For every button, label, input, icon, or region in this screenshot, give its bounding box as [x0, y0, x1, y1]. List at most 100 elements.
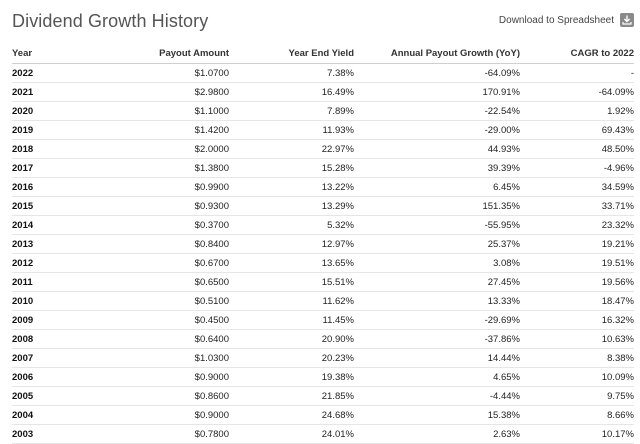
cell-payout-amount: $0.8400 — [72, 234, 229, 254]
cell-payout-amount: $1.1000 — [72, 101, 229, 121]
table-header-row: Year Payout Amount Year End Yield Annual… — [12, 43, 634, 64]
cell-cagr: 19.56% — [520, 272, 634, 292]
cell-payout-amount: $0.5100 — [72, 291, 229, 311]
cell-year: 2022 — [12, 63, 72, 83]
download-spreadsheet-button[interactable]: Download to Spreadsheet — [499, 13, 634, 27]
cell-year: 2010 — [12, 291, 72, 311]
cell-year-end-yield: 11.45% — [229, 310, 354, 330]
cell-year: 2020 — [12, 101, 72, 121]
table-row: 2015 $0.9300 13.29% 151.35% 33.71% — [12, 196, 634, 216]
dividend-history-table: Year Payout Amount Year End Yield Annual… — [12, 43, 634, 444]
cell-year-end-yield: 24.68% — [229, 405, 354, 425]
cell-year: 2007 — [12, 348, 72, 368]
cell-year-end-yield: 11.93% — [229, 120, 354, 140]
cell-payout-amount: $0.6700 — [72, 253, 229, 273]
cell-annual-payout-growth: 2.63% — [354, 424, 520, 444]
table-row: 2017 $1.3800 15.28% 39.39% -4.96% — [12, 158, 634, 178]
table-row: 2009 $0.4500 11.45% -29.69% 16.32% — [12, 310, 634, 330]
cell-year-end-yield: 7.38% — [229, 63, 354, 83]
cell-payout-amount: $2.9800 — [72, 82, 229, 102]
column-header-year: Year — [12, 43, 72, 64]
cell-payout-amount: $1.3800 — [72, 158, 229, 178]
cell-annual-payout-growth: 44.93% — [354, 139, 520, 159]
cell-year-end-yield: 15.51% — [229, 272, 354, 292]
cell-year-end-yield: 19.38% — [229, 367, 354, 387]
table-row: 2016 $0.9900 13.22% 6.45% 34.59% — [12, 177, 634, 197]
page-title: Dividend Growth History — [12, 11, 209, 31]
cell-payout-amount: $0.4500 — [72, 310, 229, 330]
column-header-year-end-yield: Year End Yield — [229, 43, 354, 64]
cell-year: 2004 — [12, 405, 72, 425]
cell-year: 2017 — [12, 158, 72, 178]
table-row: 2008 $0.6400 20.90% -37.86% 10.63% — [12, 329, 634, 349]
table-row: 2010 $0.5100 11.62% 13.33% 18.47% — [12, 291, 634, 311]
column-header-annual-payout-growth: Annual Payout Growth (YoY) — [354, 43, 520, 64]
cell-annual-payout-growth: 6.45% — [354, 177, 520, 197]
panel-header: Dividend Growth History Download to Spre… — [12, 10, 634, 36]
cell-year-end-yield: 13.29% — [229, 196, 354, 216]
download-label: Download to Spreadsheet — [498, 14, 614, 26]
cell-year-end-yield: 5.32% — [229, 215, 354, 235]
cell-year-end-yield: 11.62% — [229, 291, 354, 311]
cell-annual-payout-growth: 27.45% — [354, 272, 520, 292]
cell-annual-payout-growth: 39.39% — [354, 158, 520, 178]
cell-year: 2011 — [12, 272, 72, 292]
table-row: 2004 $0.9000 24.68% 15.38% 8.66% — [12, 405, 634, 425]
cell-annual-payout-growth: 4.65% — [354, 367, 520, 387]
cell-cagr: 10.63% — [520, 329, 634, 349]
cell-cagr: 1.92% — [520, 101, 634, 121]
cell-year-end-yield: 7.89% — [229, 101, 354, 121]
cell-annual-payout-growth: -29.69% — [354, 310, 520, 330]
cell-year: 2019 — [12, 120, 72, 140]
cell-annual-payout-growth: -55.95% — [354, 215, 520, 235]
cell-year-end-yield: 13.22% — [229, 177, 354, 197]
cell-year-end-yield: 13.65% — [229, 253, 354, 273]
cell-year: 2012 — [12, 253, 72, 273]
cell-year: 2013 — [12, 234, 72, 254]
cell-year-end-yield: 20.90% — [229, 329, 354, 349]
cell-annual-payout-growth: 151.35% — [354, 196, 520, 216]
cell-payout-amount: $0.6500 — [72, 272, 229, 292]
cell-cagr: 69.43% — [520, 120, 634, 140]
cell-payout-amount: $1.0700 — [72, 63, 229, 83]
table-row: 2014 $0.3700 5.32% -55.95% 23.32% — [12, 215, 634, 235]
cell-payout-amount: $0.8600 — [72, 386, 229, 406]
cell-annual-payout-growth: -37.86% — [354, 329, 520, 349]
cell-cagr: 23.32% — [520, 215, 634, 235]
cell-cagr: 10.09% — [520, 367, 634, 387]
cell-year-end-yield: 12.97% — [229, 234, 354, 254]
cell-cagr: 8.38% — [520, 348, 634, 368]
cell-year: 2014 — [12, 215, 72, 235]
cell-year-end-yield: 21.85% — [229, 386, 354, 406]
cell-payout-amount: $0.9900 — [72, 177, 229, 197]
cell-cagr: 34.59% — [520, 177, 634, 197]
table-row: 2018 $2.0000 22.97% 44.93% 48.50% — [12, 139, 634, 159]
cell-cagr: 48.50% — [520, 139, 634, 159]
cell-payout-amount: $0.7800 — [72, 424, 229, 444]
cell-cagr: 9.75% — [520, 386, 634, 406]
cell-cagr: 19.21% — [520, 234, 634, 254]
cell-payout-amount: $2.0000 — [72, 139, 229, 159]
cell-year: 2006 — [12, 367, 72, 387]
table-row: 2013 $0.8400 12.97% 25.37% 19.21% — [12, 234, 634, 254]
cell-payout-amount: $0.6400 — [72, 329, 229, 349]
cell-cagr: 8.66% — [520, 405, 634, 425]
column-header-payout-amount: Payout Amount — [72, 43, 229, 64]
cell-year-end-yield: 20.23% — [229, 348, 354, 368]
table-row: 2012 $0.6700 13.65% 3.08% 19.51% — [12, 253, 634, 273]
cell-payout-amount: $0.9000 — [72, 367, 229, 387]
cell-annual-payout-growth: 25.37% — [354, 234, 520, 254]
cell-annual-payout-growth: -4.44% — [354, 386, 520, 406]
cell-cagr: -4.96% — [520, 158, 634, 178]
cell-annual-payout-growth: 15.38% — [354, 405, 520, 425]
cell-year: 2009 — [12, 310, 72, 330]
cell-year: 2015 — [12, 196, 72, 216]
cell-annual-payout-growth: 3.08% — [354, 253, 520, 273]
cell-year-end-yield: 16.49% — [229, 82, 354, 102]
table-row: 2022 $1.0700 7.38% -64.09% - — [12, 63, 634, 83]
cell-year: 2021 — [12, 82, 72, 102]
table-row: 2021 $2.9800 16.49% 170.91% -64.09% — [12, 82, 634, 102]
table-row: 2007 $1.0300 20.23% 14.44% 8.38% — [12, 348, 634, 368]
cell-year-end-yield: 15.28% — [229, 158, 354, 178]
table-row: 2005 $0.8600 21.85% -4.44% 9.75% — [12, 386, 634, 406]
